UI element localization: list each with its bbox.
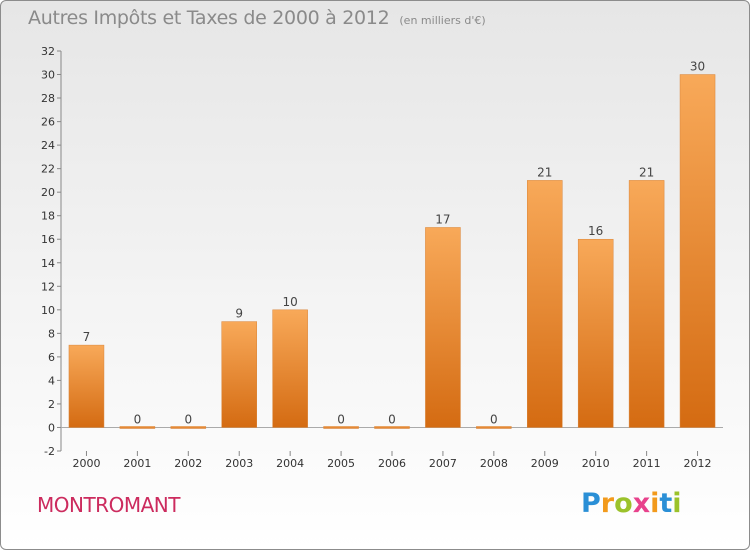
- bar-2000: [68, 344, 105, 428]
- y-tick-label: 8: [48, 327, 55, 340]
- logo-letter: r: [600, 488, 615, 519]
- commune-name: MONTROMANT: [37, 493, 180, 517]
- x-tick-label: 2001: [123, 457, 151, 470]
- logo-letter: t: [659, 488, 673, 519]
- bar-value-label: 21: [639, 165, 654, 179]
- y-tick-label: 20: [41, 186, 55, 199]
- x-tick-label: 2007: [429, 457, 457, 470]
- bar-value-label: 30: [690, 60, 705, 74]
- logo-letter: i: [650, 488, 660, 519]
- x-tick-label: 2006: [378, 457, 406, 470]
- x-tick-label: 2005: [327, 457, 355, 470]
- x-tick-label: 2002: [174, 457, 202, 470]
- y-tick-label: 12: [41, 280, 55, 293]
- x-tick-label: 2009: [531, 457, 559, 470]
- x-tick-label: 2000: [72, 457, 100, 470]
- x-tick-label: 2008: [480, 457, 508, 470]
- bar-2007: [425, 227, 461, 428]
- bar-value-label: 0: [337, 412, 345, 426]
- y-tick-label: 28: [41, 92, 55, 105]
- bar-2001: [119, 426, 156, 429]
- y-tick-label: 32: [41, 45, 55, 58]
- y-tick-label: 2: [48, 398, 55, 411]
- y-tick-label: 14: [41, 257, 55, 270]
- bar-value-label: 7: [83, 330, 91, 344]
- logo-letter: x: [632, 488, 651, 519]
- chart-unit: (en milliers d'€): [399, 14, 486, 27]
- y-tick-label: 16: [41, 233, 55, 246]
- proxiti-logo: Proxiti: [581, 488, 682, 519]
- bar-2004: [272, 309, 308, 428]
- x-tick-label: 2010: [582, 457, 610, 470]
- bar-2011: [628, 180, 665, 428]
- y-tick-label: 4: [48, 374, 55, 387]
- y-tick-label: 26: [41, 116, 55, 129]
- bar-value-label: 16: [588, 224, 603, 238]
- y-tick-label: 10: [41, 304, 55, 317]
- x-tick-label: 2004: [276, 457, 304, 470]
- chart-bars: 7 0 0 9 10 0 0 17 0 21 16 21 30: [68, 60, 716, 429]
- y-tick-label: 0: [48, 421, 55, 434]
- bar-2003: [221, 321, 257, 428]
- bar-value-label: 0: [388, 412, 396, 426]
- chart-title-text: Autres Impôts et Taxes de 2000 à 2012: [28, 7, 390, 29]
- bar-value-label: 0: [134, 412, 142, 426]
- bar-value-label: 0: [490, 412, 498, 426]
- logo-letter: P: [581, 488, 601, 519]
- x-tick-label: 2003: [225, 457, 253, 470]
- bar-2002: [170, 426, 207, 429]
- bar-2006: [374, 426, 410, 429]
- bar-2008: [476, 426, 512, 429]
- y-tick-label: 6: [48, 351, 55, 364]
- x-tick-label: 2011: [633, 457, 661, 470]
- y-tick-label: 22: [41, 163, 55, 176]
- bar-value-label: 9: [235, 307, 243, 321]
- x-tick-label: 2012: [684, 457, 712, 470]
- bar-value-label: 0: [184, 412, 192, 426]
- bar-2009: [527, 180, 563, 428]
- y-tick-label: -2: [44, 445, 55, 458]
- y-tick-label: 18: [41, 210, 55, 223]
- bar-2005: [323, 426, 359, 429]
- bar-value-label: 21: [537, 165, 552, 179]
- bar-2010: [577, 238, 614, 428]
- bar-value-label: 10: [283, 295, 298, 309]
- y-tick-label: 24: [41, 139, 55, 152]
- logo-letter: i: [672, 488, 682, 519]
- y-tick-label: 30: [41, 69, 55, 82]
- chart-title: Autres Impôts et Taxes de 2000 à 2012 (en…: [28, 7, 486, 29]
- bar-value-label: 17: [435, 212, 450, 226]
- logo-letter: o: [614, 488, 633, 519]
- bar-2012: [679, 74, 716, 428]
